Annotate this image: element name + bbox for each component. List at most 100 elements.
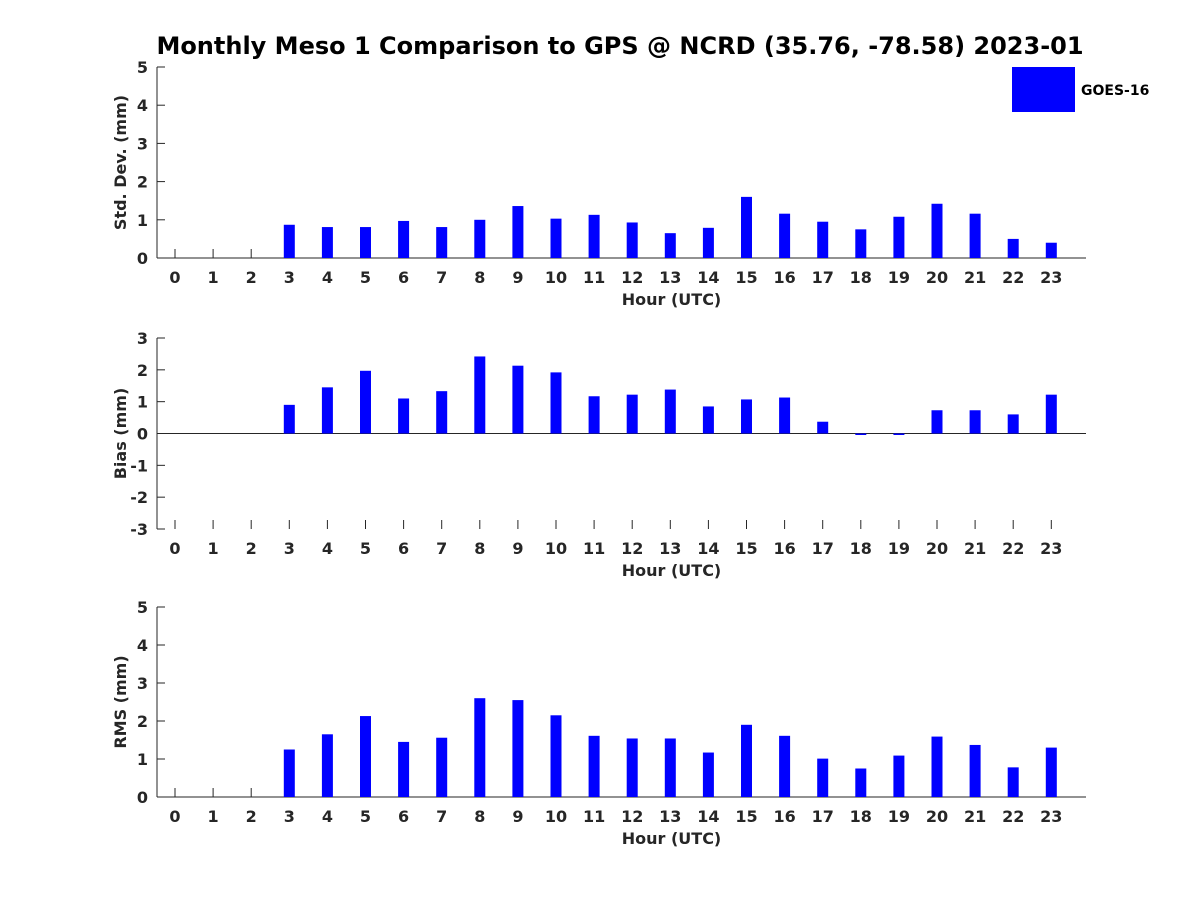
x-tick-label: 23 xyxy=(1040,807,1062,826)
bar xyxy=(398,741,410,797)
bar xyxy=(512,206,524,258)
x-tick-label: 22 xyxy=(1002,539,1024,558)
x-axis-label: Hour (UTC) xyxy=(622,290,722,309)
x-tick-label: 14 xyxy=(697,539,719,558)
x-tick-label: 5 xyxy=(360,807,371,826)
bar xyxy=(588,396,600,434)
bar xyxy=(741,196,752,258)
x-tick-label: 17 xyxy=(812,539,834,558)
x-tick-label: 1 xyxy=(208,268,219,287)
x-tick-label: 16 xyxy=(773,268,795,287)
bar xyxy=(436,737,448,797)
x-tick-label: 16 xyxy=(773,807,795,826)
bar xyxy=(855,768,867,797)
x-tick-label: 13 xyxy=(659,807,681,826)
x-tick-label: 21 xyxy=(964,807,986,826)
x-tick-label: 21 xyxy=(964,268,986,287)
x-tick-label: 7 xyxy=(436,807,447,826)
bar xyxy=(664,233,676,258)
bar xyxy=(474,356,486,434)
x-tick-label: 4 xyxy=(322,539,333,558)
x-tick-label: 10 xyxy=(545,268,567,287)
bar xyxy=(512,365,524,434)
bar xyxy=(474,698,486,797)
x-tick-label: 1 xyxy=(208,539,219,558)
bar xyxy=(550,372,562,434)
bar xyxy=(931,203,943,258)
x-tick-label: 11 xyxy=(583,268,605,287)
bar xyxy=(626,738,638,797)
x-tick-label: 12 xyxy=(621,268,643,287)
y-axis-label: Std. Dev. (mm) xyxy=(111,95,130,230)
y-tick-label: 0 xyxy=(137,425,148,444)
x-tick-label: 19 xyxy=(888,539,910,558)
bar xyxy=(360,370,371,434)
y-tick-label: 4 xyxy=(137,636,148,655)
y-tick-label: 0 xyxy=(137,788,148,807)
bar xyxy=(1007,767,1019,797)
x-tick-label: 19 xyxy=(888,807,910,826)
bar xyxy=(855,229,867,258)
x-tick-label: 20 xyxy=(926,807,948,826)
bar xyxy=(398,398,410,434)
bar xyxy=(702,406,714,434)
x-tick-label: 6 xyxy=(398,268,409,287)
bar xyxy=(321,387,333,434)
x-tick-label: 5 xyxy=(360,268,371,287)
bar xyxy=(741,724,752,797)
legend-swatch xyxy=(1012,67,1075,112)
x-tick-label: 2 xyxy=(246,268,257,287)
x-tick-label: 2 xyxy=(246,539,257,558)
bar xyxy=(817,421,829,434)
x-tick-label: 14 xyxy=(697,268,719,287)
x-tick-label: 0 xyxy=(169,268,180,287)
bar xyxy=(588,214,600,258)
bar xyxy=(1045,394,1057,434)
series-1-bars xyxy=(283,698,1057,797)
x-tick-label: 8 xyxy=(474,539,485,558)
x-tick-label: 17 xyxy=(812,268,834,287)
bar xyxy=(702,752,714,797)
bar xyxy=(779,213,791,258)
bar xyxy=(1045,242,1057,258)
bar xyxy=(893,216,905,258)
bar xyxy=(436,391,448,434)
x-tick-label: 10 xyxy=(545,807,567,826)
x-tick-label: 11 xyxy=(583,539,605,558)
x-tick-label: 23 xyxy=(1040,539,1062,558)
x-tick-label: 22 xyxy=(1002,268,1024,287)
bar xyxy=(893,755,905,797)
x-tick-label: 15 xyxy=(735,539,757,558)
bar xyxy=(283,224,295,258)
x-tick-label: 16 xyxy=(773,539,795,558)
bar xyxy=(436,227,448,258)
bar xyxy=(664,738,676,797)
bar xyxy=(741,399,752,434)
x-tick-label: 12 xyxy=(621,539,643,558)
bar xyxy=(1045,747,1057,797)
x-tick-label: 5 xyxy=(360,539,371,558)
x-tick-label: 9 xyxy=(512,539,523,558)
x-tick-label: 13 xyxy=(659,539,681,558)
bar xyxy=(817,758,829,797)
bar xyxy=(702,227,714,258)
bar xyxy=(626,222,638,258)
x-tick-label: 9 xyxy=(512,268,523,287)
x-tick-label: 23 xyxy=(1040,268,1062,287)
x-tick-label: 4 xyxy=(322,807,333,826)
x-tick-label: 4 xyxy=(322,268,333,287)
x-tick-label: 0 xyxy=(169,807,180,826)
x-tick-label: 10 xyxy=(545,539,567,558)
y-tick-label: 1 xyxy=(137,211,148,230)
bar xyxy=(398,220,410,258)
x-tick-label: 13 xyxy=(659,268,681,287)
y-tick-label: 3 xyxy=(137,329,148,348)
legend-label: GOES-16 xyxy=(1081,83,1149,99)
x-tick-label: 1 xyxy=(208,807,219,826)
bar xyxy=(969,410,981,434)
x-tick-label: 17 xyxy=(812,807,834,826)
x-tick-label: 18 xyxy=(850,539,872,558)
